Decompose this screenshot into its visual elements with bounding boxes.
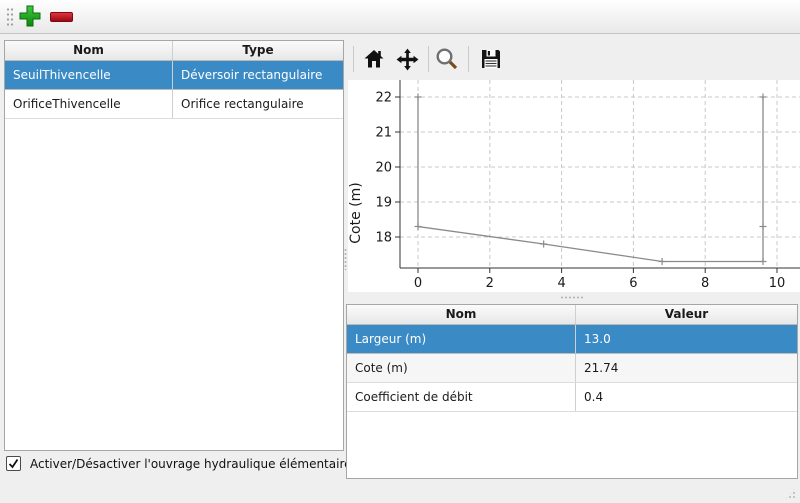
svg-text:18: 18	[375, 231, 392, 246]
toolbar-drag-handle[interactable]	[6, 7, 15, 27]
structures-table-header: Nom Type	[5, 41, 343, 61]
activate-structure-label: Activer/Désactiver l'ouvrage hydraulique…	[30, 456, 352, 471]
plot-svg: 0 2 4 6 8 10 18 19 20 21 22 Cote (m)	[348, 80, 800, 291]
cell-property-name[interactable]: Coefficient de débit	[347, 383, 576, 411]
home-icon	[364, 50, 384, 68]
move-icon	[396, 48, 418, 70]
plot-pan-button[interactable]	[394, 46, 420, 72]
column-header-type[interactable]: Type	[242, 43, 274, 57]
svg-text:20: 20	[375, 161, 392, 176]
remove-structure-button[interactable]	[48, 4, 74, 30]
window-resize-grip[interactable]	[784, 487, 797, 500]
minus-icon	[49, 12, 73, 22]
cell-property-value[interactable]: 21.74	[584, 361, 619, 375]
svg-text:19: 19	[375, 196, 392, 211]
vertical-splitter-handle[interactable]	[344, 248, 347, 270]
activate-structure-row: Activer/Désactiver l'ouvrage hydraulique…	[6, 456, 352, 471]
svg-text:8: 8	[701, 276, 709, 291]
add-structure-button[interactable]	[17, 4, 43, 30]
plus-icon	[18, 4, 42, 31]
cell-nom[interactable]: OrificeThivencelle	[5, 90, 173, 118]
svg-text:21: 21	[375, 126, 392, 141]
svg-text:6: 6	[629, 276, 637, 291]
column-header-valeur[interactable]: Valeur	[664, 307, 709, 321]
properties-table-header: Nom Valeur	[347, 305, 797, 325]
cell-type[interactable]: Orifice rectangulaire	[181, 97, 304, 111]
plot-save-button[interactable]	[478, 46, 504, 72]
toolbar-separator	[468, 46, 469, 72]
structure-row-orificethivencelle[interactable]: OrificeThivencelle Orifice rectangulaire	[5, 90, 343, 119]
cross-section-plot[interactable]: 0 2 4 6 8 10 18 19 20 21 22 Cote (m)	[348, 80, 800, 292]
toolbar-separator	[428, 46, 429, 72]
status-bar	[0, 481, 800, 503]
properties-table: Nom Valeur Largeur (m) 13.0 Cote (m) 21.…	[346, 304, 798, 479]
svg-text:22: 22	[375, 91, 392, 106]
svg-text:4: 4	[557, 276, 565, 291]
cell-type[interactable]: Déversoir rectangulaire	[181, 68, 323, 82]
column-header-nom[interactable]: Nom	[5, 41, 173, 60]
structure-row-seuilthivencelle[interactable]: SeuilThivencelle Déversoir rectangulaire	[5, 61, 343, 90]
cell-property-name[interactable]: Cote (m)	[347, 354, 576, 382]
checkmark-icon	[8, 459, 19, 469]
horizontal-splitter-handle[interactable]	[560, 296, 584, 299]
property-row-largeur[interactable]: Largeur (m) 13.0	[347, 325, 797, 354]
column-header-nom[interactable]: Nom	[347, 305, 576, 324]
cell-nom[interactable]: SeuilThivencelle	[5, 61, 173, 89]
svg-text:2: 2	[486, 276, 494, 291]
save-icon	[482, 50, 500, 68]
cell-property-name[interactable]: Largeur (m)	[347, 325, 576, 353]
svg-text:0: 0	[414, 276, 422, 291]
structures-table: Nom Type SeuilThivencelle Déversoir rect…	[4, 40, 344, 451]
plot-zoom-button[interactable]	[434, 46, 460, 72]
plot-home-button[interactable]	[361, 46, 387, 72]
property-row-coefficient[interactable]: Coefficient de débit 0.4	[347, 383, 797, 412]
property-row-cote[interactable]: Cote (m) 21.74	[347, 354, 797, 383]
svg-text:10: 10	[769, 276, 786, 291]
activate-structure-checkbox[interactable]	[6, 456, 21, 471]
cell-property-value[interactable]: 13.0	[584, 332, 611, 346]
main-toolbar	[0, 0, 800, 34]
magnifier-icon	[436, 48, 458, 70]
cell-property-value[interactable]: 0.4	[584, 390, 604, 404]
toolbar-separator	[353, 46, 354, 72]
svg-text:Cote (m): Cote (m)	[348, 182, 364, 243]
